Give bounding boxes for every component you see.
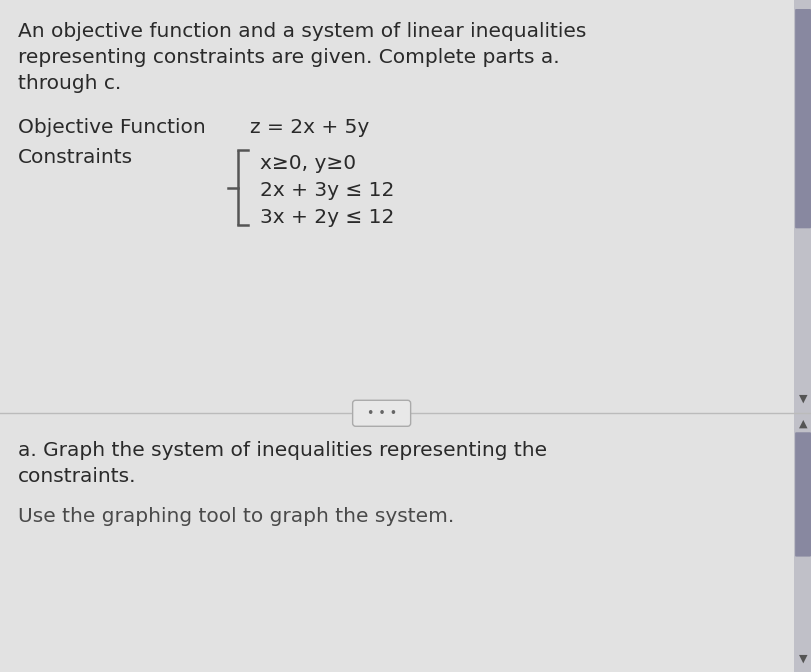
Text: a. Graph the system of inequalities representing the: a. Graph the system of inequalities repr… [18,442,547,460]
FancyBboxPatch shape [794,432,810,556]
Text: ▼: ▼ [798,393,806,403]
Text: Constraints: Constraints [18,149,133,167]
Text: • • •: • • • [366,407,397,420]
Text: z = 2x + 5y: z = 2x + 5y [250,118,369,137]
Text: constraints.: constraints. [18,468,136,487]
FancyBboxPatch shape [352,401,410,426]
Text: 3x + 2y ≤ 12: 3x + 2y ≤ 12 [260,208,394,227]
Bar [793,413,811,672]
Text: ▼: ▼ [798,654,806,664]
Text: through c.: through c. [18,74,121,93]
Text: x≥0, y≥0: x≥0, y≥0 [260,155,356,173]
Bar [0,413,793,672]
Text: An objective function and a system of linear inequalities: An objective function and a system of li… [18,22,586,41]
Text: 2x + 3y ≤ 12: 2x + 3y ≤ 12 [260,181,394,200]
Bar [793,0,811,413]
FancyBboxPatch shape [794,9,810,228]
Text: ▲: ▲ [798,418,806,428]
Bar [0,0,793,413]
Text: Objective Function: Objective Function [18,118,205,137]
Text: Use the graphing tool to graph the system.: Use the graphing tool to graph the syste… [18,507,453,526]
Text: representing constraints are given. Complete parts a.: representing constraints are given. Comp… [18,48,559,67]
